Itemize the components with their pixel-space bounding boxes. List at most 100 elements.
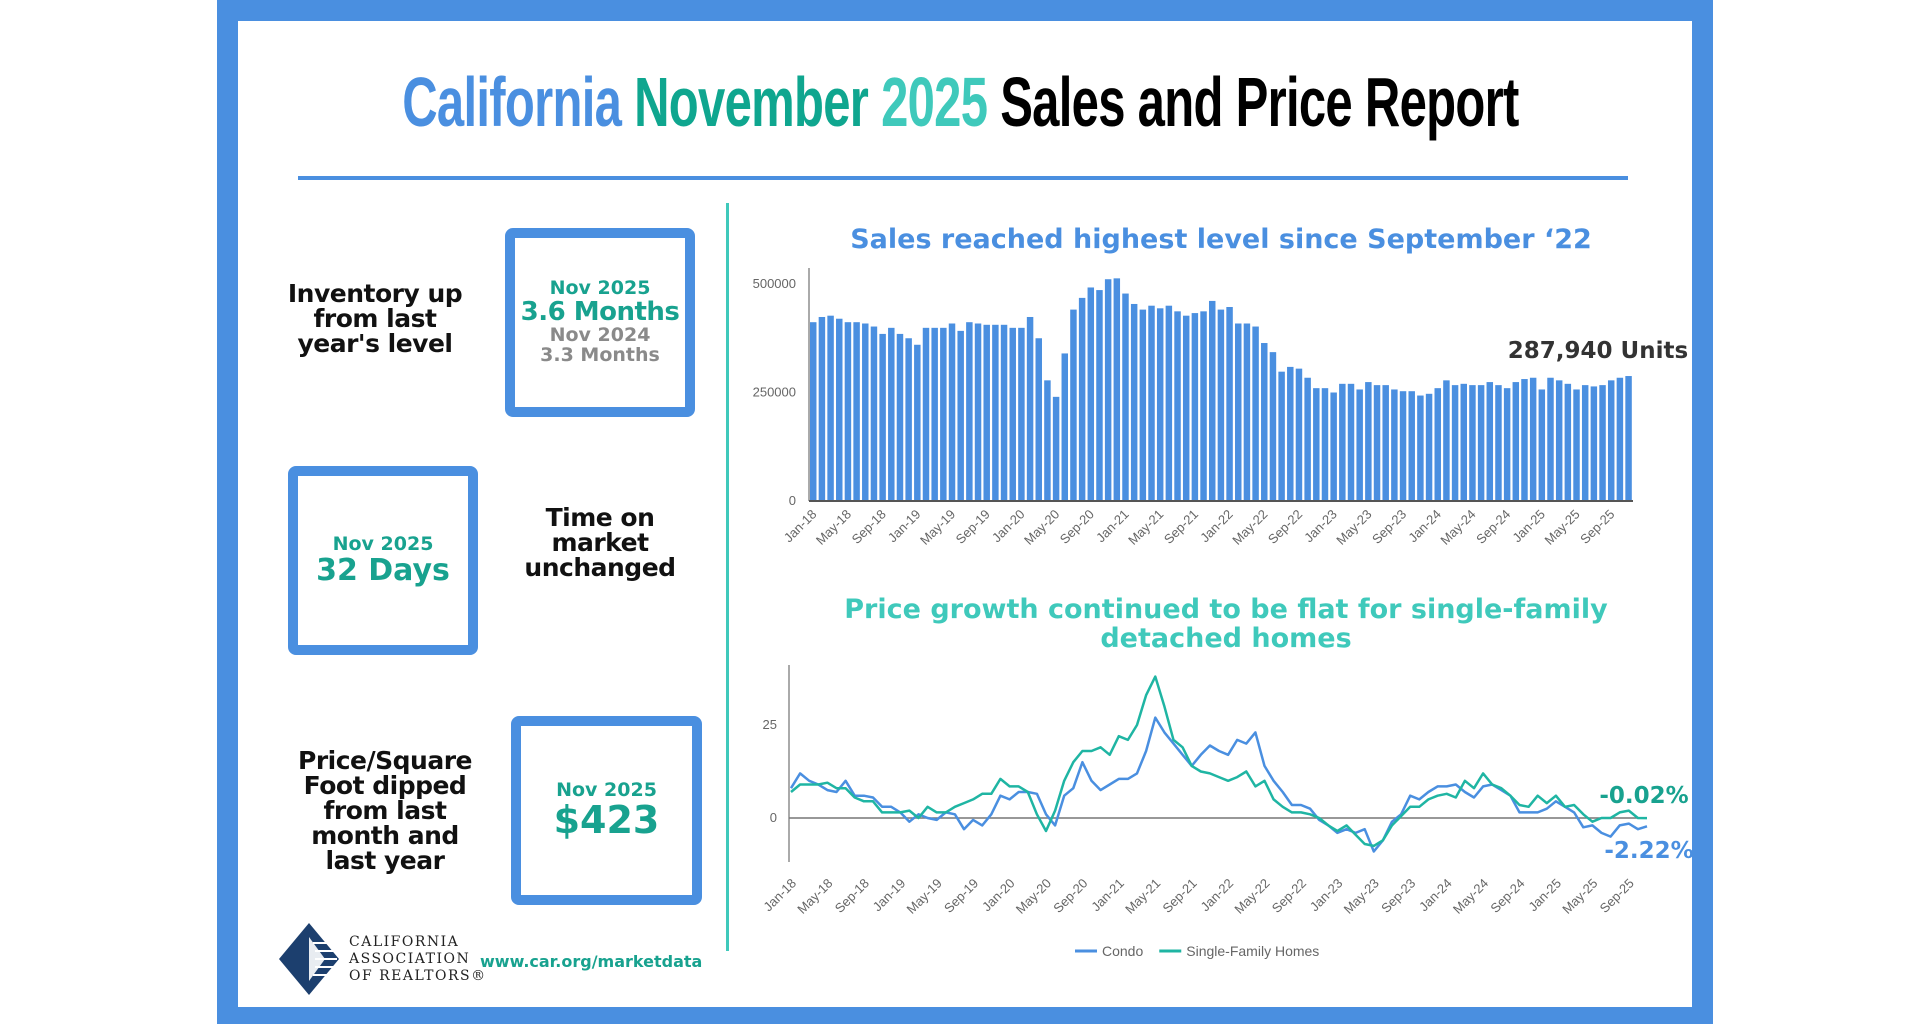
sales-x-tick-label: Jan-22 <box>1197 507 1236 546</box>
sales-bar <box>1208 300 1216 501</box>
inventory-description: Inventory up from last year's level <box>287 279 463 358</box>
sales-bar <box>1581 385 1589 501</box>
sales-chart-title: Sales reached highest level since Septem… <box>850 224 1592 255</box>
sales-bar <box>844 322 852 501</box>
sales-x-tick-label: Sep-22 <box>1265 507 1305 547</box>
car-logo: CALIFORNIA ASSOCIATION OF REALTORS® <box>279 923 487 995</box>
sales-bar <box>1070 309 1077 501</box>
inventory-prior-value: 3.3 Months <box>540 344 660 367</box>
sales-x-tick-label: Sep-21 <box>1161 507 1201 547</box>
sales-bar <box>957 330 964 501</box>
sales-bar <box>879 333 886 501</box>
sales-x-tick-label: May-24 <box>1437 507 1478 548</box>
sales-bar <box>1443 380 1450 501</box>
sales-bar <box>1000 324 1008 501</box>
sales-bar <box>1503 388 1511 501</box>
sales-bar <box>1009 327 1016 501</box>
sales-bar <box>1018 327 1025 501</box>
time-on-market-value: 32 Days <box>316 552 450 588</box>
sfh-end-label: -0.02% <box>1599 783 1688 809</box>
sales-bar <box>1590 386 1598 501</box>
sales-annotation: 287,940 Units <box>1508 338 1688 364</box>
sales-bar <box>1200 311 1207 501</box>
market-data-link[interactable]: www.car.org/marketdata <box>480 952 703 971</box>
sales-y-tick-label: 0 <box>789 493 796 508</box>
sales-bar <box>1599 385 1606 501</box>
sales-bar <box>1460 383 1467 501</box>
sales-bar <box>1356 389 1363 501</box>
price-sqft-value: $423 <box>553 797 660 842</box>
sales-x-tick-label: Jan-24 <box>1405 507 1444 546</box>
content-area <box>238 21 1692 1007</box>
sales-bar <box>1573 389 1580 501</box>
price-x-tick-label: Sep-23 <box>1378 876 1418 916</box>
sales-x-tick-label: Sep-20 <box>1057 507 1097 547</box>
sales-bar <box>1130 303 1138 501</box>
inventory-current-label: Nov 2025 <box>549 276 651 299</box>
sales-bar <box>1365 382 1372 501</box>
sales-bars <box>808 268 1633 502</box>
sales-bar <box>1417 395 1424 501</box>
sales-x-tick-label: May-25 <box>1541 507 1582 548</box>
price-x-tick-label: Jan-25 <box>1525 876 1564 915</box>
price-x-tick-label: Sep-20 <box>1050 876 1090 916</box>
price-x-tick-label: Sep-21 <box>1160 876 1200 916</box>
sales-x-tick-label: Jan-19 <box>885 507 924 546</box>
sales-bar <box>1122 293 1129 501</box>
sales-bar <box>1287 366 1294 501</box>
sales-bar <box>1104 279 1112 501</box>
sales-bar <box>1469 385 1476 501</box>
price-x-ticks: Jan-18May-18Sep-18Jan-19May-19Sep-19Jan-… <box>760 876 1637 917</box>
sales-bar <box>1087 287 1095 501</box>
sales-bar <box>1044 380 1051 501</box>
sales-bar <box>1495 385 1502 501</box>
sales-bar <box>827 315 834 501</box>
sales-bar <box>870 326 878 501</box>
sales-x-tick-label: Jan-18 <box>781 507 820 546</box>
sales-x-ticks: Jan-18May-18Sep-18Jan-19May-19Sep-19Jan-… <box>781 507 1618 548</box>
price-y-tick-label: 25 <box>763 717 777 732</box>
sales-x-tick-label: May-18 <box>813 507 854 548</box>
sales-bar <box>1078 297 1086 501</box>
sales-bar <box>1113 278 1121 501</box>
price-x-tick-label: Jan-20 <box>979 876 1018 915</box>
sales-bar <box>1607 380 1615 501</box>
sales-bar <box>905 338 912 501</box>
sales-bar <box>1182 315 1190 501</box>
price-x-tick-label: Jan-24 <box>1416 876 1455 915</box>
sales-bar <box>1399 391 1407 501</box>
sales-bar <box>983 324 990 501</box>
price-series-single-family-homes <box>790 675 1648 848</box>
sales-bar <box>836 318 843 501</box>
sales-bar <box>922 327 930 501</box>
title-part-month: November <box>633 63 869 141</box>
sales-bar <box>966 322 973 501</box>
car-logo-icon <box>279 923 339 995</box>
sales-bar <box>1347 383 1355 501</box>
sales-bar <box>1026 316 1034 501</box>
sales-x-tick-label: Sep-23 <box>1369 507 1409 547</box>
sales-x-tick-label: May-19 <box>917 507 958 548</box>
price-chart-title-line-2: detached homes <box>1100 623 1351 654</box>
logo-text-line: CALIFORNIA <box>349 933 460 950</box>
time-on-market-description: Time on market unchanged <box>524 503 676 582</box>
sales-bar <box>914 344 921 501</box>
price-sqft-description: Price/Square Foot dipped from last month… <box>298 746 472 875</box>
price-series-condo <box>789 716 1648 853</box>
sales-bar <box>1521 379 1528 501</box>
sales-y-ticks: 0 250000 500000 <box>753 276 796 508</box>
sales-bar <box>1616 377 1624 501</box>
sales-bar <box>974 323 982 501</box>
sales-bar <box>1235 323 1242 501</box>
sales-bar <box>1451 385 1459 501</box>
sales-x-tick-label: May-20 <box>1021 507 1062 548</box>
sales-x-tick-label: May-21 <box>1125 507 1166 548</box>
price-sqft-card: Nov 2025 $423 <box>511 716 702 905</box>
sales-x-tick-label: Jan-20 <box>989 507 1028 546</box>
sales-x-tick-label: Sep-25 <box>1577 507 1617 547</box>
sales-bar <box>1391 389 1398 501</box>
sales-bar <box>1321 388 1329 501</box>
price-y-tick-label: 0 <box>770 810 777 825</box>
price-x-tick-label: May-20 <box>1013 876 1054 917</box>
